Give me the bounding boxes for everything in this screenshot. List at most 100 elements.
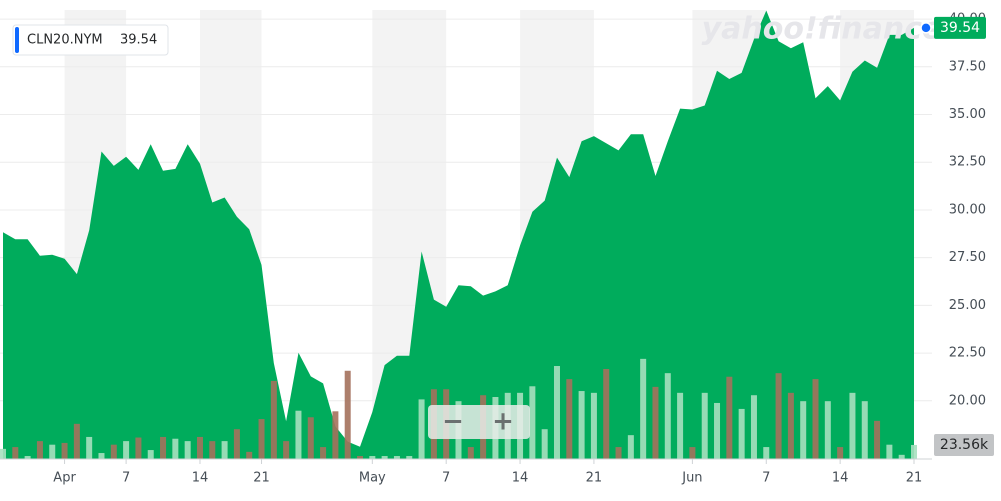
volume-bar (209, 441, 216, 459)
volume-bar (147, 450, 154, 459)
legend-label: CLN20.NYM (27, 33, 103, 48)
volume-bar (750, 395, 757, 459)
volume-bar (49, 444, 56, 459)
volume-bar (123, 441, 130, 459)
y-tick-label: 25.00 (949, 298, 986, 313)
y-tick-label: 22.50 (949, 346, 986, 361)
volume-tag (934, 433, 994, 456)
volume-bar (861, 401, 868, 459)
y-tick-label: 37.50 (949, 59, 986, 74)
x-tick-label: 21 (906, 471, 923, 486)
volume-bar (763, 447, 770, 459)
volume-bar (553, 366, 560, 459)
volume-bar (849, 392, 856, 459)
volume-bar (86, 436, 93, 459)
plot (0, 10, 932, 460)
volume-bar (640, 358, 647, 459)
volume-bar (246, 451, 253, 459)
y-tick-label: 32.50 (949, 155, 986, 170)
volume-bar (689, 447, 696, 459)
volume-bar (196, 436, 203, 459)
volume-bar (541, 429, 548, 459)
y-tick-label: 27.50 (949, 250, 986, 265)
volume-bar (73, 423, 80, 459)
volume-bar (406, 456, 413, 459)
volume-bar (98, 453, 105, 459)
volume-bar (566, 379, 573, 459)
volume-bar (295, 410, 302, 459)
volume-bar (0, 448, 6, 459)
volume-bar (837, 447, 844, 459)
legend: CLN20.NYM 39.54 (12, 24, 169, 56)
volume-bar (344, 370, 351, 459)
volume-bar (357, 456, 364, 459)
volume-bar (110, 444, 117, 459)
volume-bar (578, 391, 585, 459)
x-tick-label: 21 (586, 471, 603, 486)
y-tick-label: 20.00 (949, 393, 986, 408)
volume-bar (701, 392, 708, 459)
zoom-panel (428, 405, 530, 439)
price-area (3, 10, 914, 459)
volume-tag-label: 23.56k (940, 437, 989, 453)
x-tick-label: Apr (53, 471, 76, 486)
last-point (920, 22, 932, 34)
volume-bar (812, 379, 819, 459)
x-tick-label: 14 (512, 471, 529, 486)
volume-bar (393, 456, 400, 459)
x-tick-label: 14 (832, 471, 849, 486)
zoom-out-button[interactable]: − (442, 407, 464, 437)
volume-bar (221, 441, 228, 459)
volume-bar (270, 380, 277, 459)
volume-bar (652, 386, 659, 459)
y-tick-label: 35.00 (949, 107, 986, 122)
y-tick-label: 30.00 (949, 202, 986, 217)
volume-bar (911, 444, 917, 459)
volume-bar (603, 368, 610, 459)
volume-bar (529, 386, 536, 459)
volume-bar (61, 442, 68, 459)
volume-bar (369, 456, 376, 459)
volume-bar (824, 401, 831, 459)
x-tick-label: May (359, 471, 386, 486)
legend-box (12, 24, 169, 56)
volume-bar (160, 436, 167, 459)
volume-bar (714, 402, 721, 459)
volume-bar (726, 376, 733, 459)
volume-bar (787, 392, 794, 459)
watermark: yahoo!finance (702, 12, 943, 47)
price-tag (934, 16, 986, 39)
x-tick-label: 7 (442, 471, 450, 486)
volume-bar (381, 456, 388, 459)
volume-bar (184, 441, 191, 459)
volume-bar (307, 417, 314, 459)
x-tick-label: Jun (681, 471, 702, 486)
volume-bar (332, 411, 339, 459)
volume-bar (320, 447, 327, 459)
volume-bar (24, 456, 31, 459)
volume-bar (172, 438, 179, 459)
volume-bar (800, 401, 807, 459)
volume-bar (874, 420, 881, 459)
volume-bar (898, 454, 905, 459)
legend-swatch (15, 27, 19, 53)
legend-value: 39.54 (120, 33, 157, 48)
zoom-in-button[interactable]: + (492, 407, 514, 437)
price-tag-label: 39.54 (940, 20, 980, 36)
x-tick-label: 14 (192, 471, 209, 486)
volume-bar (418, 399, 425, 459)
x-tick-label: 7 (762, 471, 770, 486)
volume-bar (590, 392, 597, 459)
x-tick-label: 7 (122, 471, 130, 486)
volume-bar (886, 444, 893, 459)
zoom-controls: − + (428, 405, 530, 439)
volume-bar (283, 441, 290, 459)
volume-bar (135, 437, 142, 459)
x-tick-label: 21 (253, 471, 270, 486)
volume-bar (664, 373, 671, 459)
volume-bar (233, 429, 240, 459)
volume-bar (12, 447, 19, 459)
volume-bar (615, 447, 622, 459)
